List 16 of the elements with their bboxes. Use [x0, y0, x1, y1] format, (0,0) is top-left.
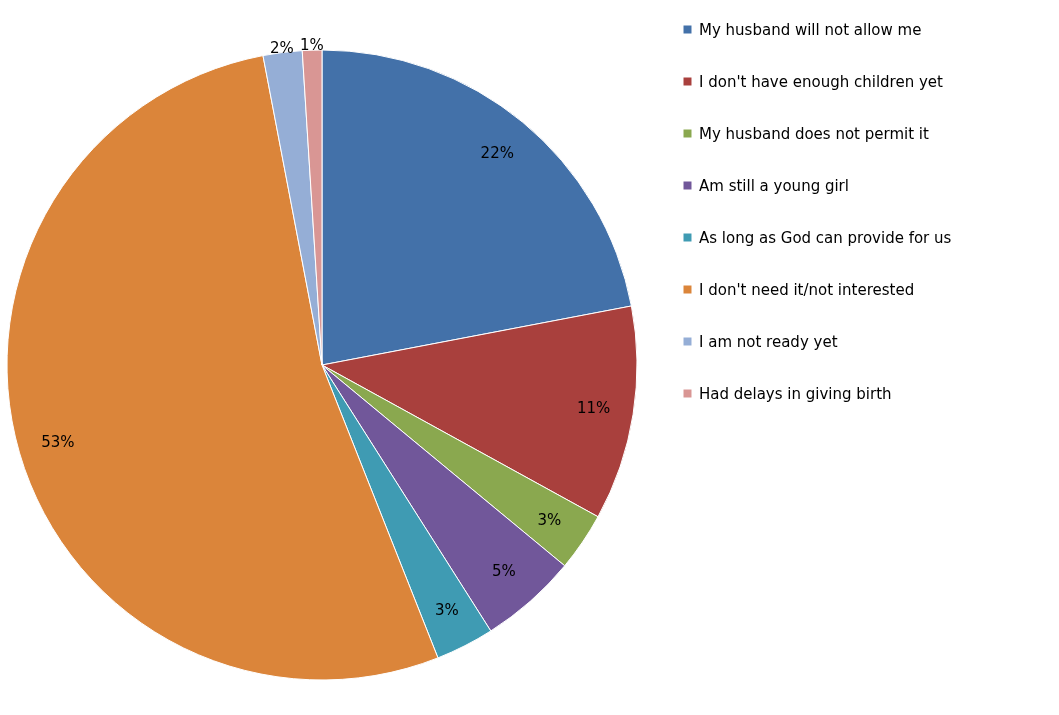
data-label: 1% [300, 36, 324, 55]
data-label: 2% [269, 38, 294, 57]
data-label: 22% [480, 144, 514, 163]
data-label: 5% [491, 562, 516, 581]
data-label: 53% [41, 432, 75, 451]
legend-label: I don't have enough children yet [699, 72, 944, 91]
data-label: 11% [576, 399, 611, 418]
data-label: 3% [434, 601, 459, 620]
legend-label: Had delays in giving birth [699, 384, 892, 403]
legend-label: I don't need it/not interested [699, 280, 915, 299]
legend-label: Am still a young girl [699, 176, 849, 195]
data-label: 3% [537, 510, 562, 529]
legend-label: My husband will not allow me [699, 20, 922, 39]
legend-label: I am not ready yet [699, 332, 838, 351]
legend-label: My husband does not permit it [699, 124, 930, 143]
legend-label: As long as God can provide for us [699, 228, 952, 247]
